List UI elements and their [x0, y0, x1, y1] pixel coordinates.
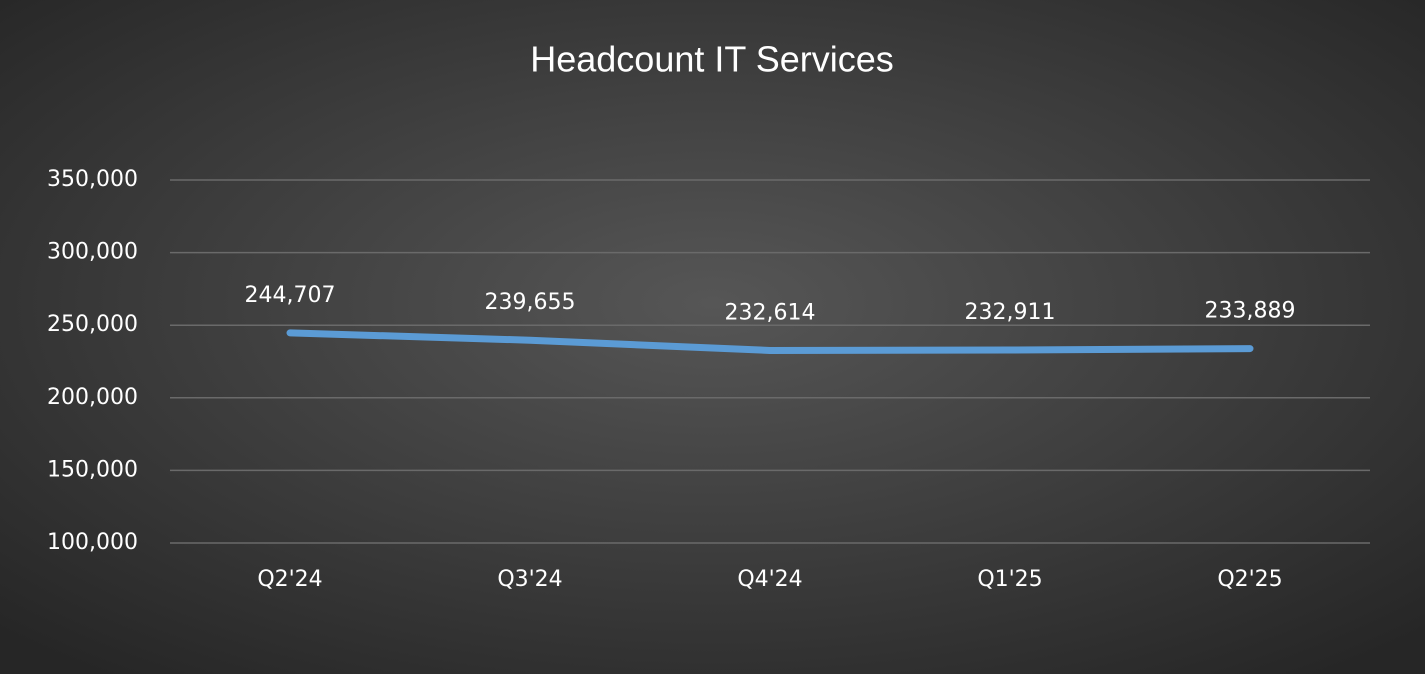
chart-title: Headcount IT Services — [530, 39, 894, 80]
data-label: 233,889 — [1205, 299, 1296, 324]
x-tick-label: Q4'24 — [737, 567, 802, 592]
x-tick-label: Q2'25 — [1217, 567, 1282, 592]
y-tick-label: 150,000 — [47, 457, 138, 482]
data-label: 244,707 — [245, 283, 336, 308]
x-tick-label: Q1'25 — [977, 567, 1042, 592]
data-label: 232,614 — [725, 300, 816, 325]
y-tick-label: 250,000 — [47, 312, 138, 337]
y-tick-label: 350,000 — [47, 167, 138, 192]
x-tick-label: Q2'24 — [257, 567, 322, 592]
y-tick-label: 100,000 — [47, 530, 138, 555]
data-label: 232,911 — [965, 300, 1056, 325]
y-tick-label: 200,000 — [47, 385, 138, 410]
data-label: 239,655 — [485, 290, 576, 315]
y-tick-label: 300,000 — [47, 240, 138, 265]
series-line — [286, 329, 1254, 354]
x-tick-label: Q3'24 — [497, 567, 562, 592]
